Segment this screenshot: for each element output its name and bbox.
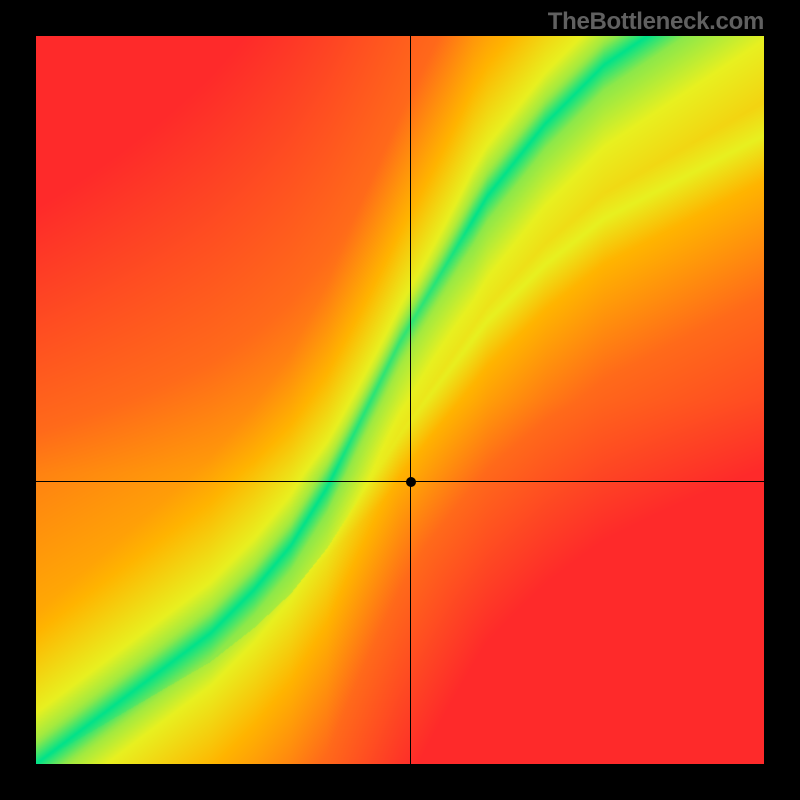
heatmap-canvas (36, 36, 764, 764)
crosshair-horizontal (36, 481, 764, 482)
plot-area (36, 36, 764, 764)
marker-dot (406, 477, 416, 487)
crosshair-vertical (410, 36, 411, 764)
watermark-text: TheBottleneck.com (548, 8, 764, 36)
chart-container: TheBottleneck.com (0, 0, 800, 800)
